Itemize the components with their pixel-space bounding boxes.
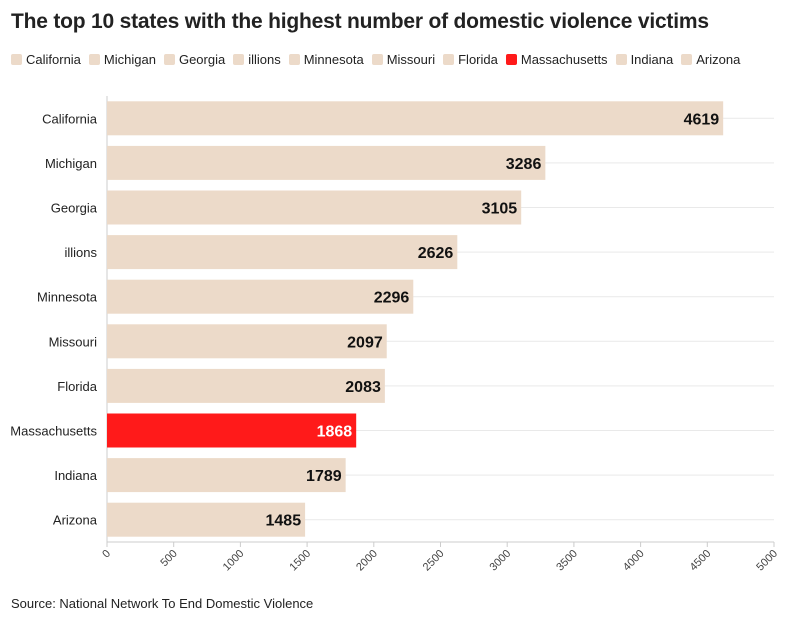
data-label: 1868 xyxy=(317,424,353,441)
chart-title: The top 10 states with the highest numbe… xyxy=(11,10,709,33)
tick-label: 500 xyxy=(158,548,179,569)
legend-item[interactable]: Indiana xyxy=(615,52,674,67)
bar xyxy=(107,324,387,359)
data-label: 4619 xyxy=(684,111,720,128)
bar xyxy=(107,101,724,136)
data-label: 3105 xyxy=(482,201,518,218)
legend-swatch xyxy=(505,54,517,65)
data-label: 2083 xyxy=(345,379,381,396)
legend-swatch xyxy=(288,54,300,65)
legend-label: Florida xyxy=(458,52,498,67)
legend-swatch xyxy=(615,54,627,65)
category-label: Arizona xyxy=(53,513,98,528)
bar-chart: California 4619 Michigan 3286 Georgia 3105 ill… xyxy=(10,96,780,574)
tick-label: 2000 xyxy=(354,548,380,574)
bar xyxy=(107,458,346,493)
tick-label: 1500 xyxy=(287,548,313,574)
category-label: illions xyxy=(64,245,97,260)
category-label: Minnesota xyxy=(37,290,98,305)
category-label: Michigan xyxy=(45,156,97,171)
legend-swatch xyxy=(88,54,100,65)
legend-label: Georgia xyxy=(178,52,226,67)
legend-item[interactable]: Massachusetts xyxy=(505,52,608,67)
bar xyxy=(107,413,357,448)
data-label: 1485 xyxy=(266,513,302,530)
tick-label: 0 xyxy=(100,548,113,561)
legend-swatch xyxy=(233,54,245,65)
legend-label: Indiana xyxy=(630,52,674,67)
data-label: 1789 xyxy=(306,468,342,485)
data-label: 2097 xyxy=(347,334,383,351)
tick-label: 3500 xyxy=(554,548,580,574)
legend-item[interactable]: Georgia xyxy=(163,52,226,67)
legend-item[interactable]: Florida xyxy=(443,52,498,67)
category-label: Indiana xyxy=(54,468,97,483)
legend-item[interactable]: Minnesota xyxy=(288,52,364,67)
data-label: 2296 xyxy=(374,290,410,307)
data-label: 3286 xyxy=(506,156,542,173)
tick-label: 4000 xyxy=(621,548,647,574)
legend: California Michigan Georgia illions Minnesot… xyxy=(11,52,791,67)
legend-label: Michigan xyxy=(103,52,156,67)
bar xyxy=(107,279,414,314)
legend-label: Minnesota xyxy=(303,52,364,67)
category-label: Missouri xyxy=(49,334,98,349)
tick-label: 2500 xyxy=(421,548,447,574)
bar xyxy=(107,145,546,180)
legend-item[interactable]: California xyxy=(11,52,81,67)
legend-swatch xyxy=(443,54,455,65)
bar xyxy=(107,235,458,270)
legend-item[interactable]: illions xyxy=(233,52,281,67)
legend-label: Missouri xyxy=(386,52,436,67)
bar xyxy=(107,502,306,537)
tick-label: 5000 xyxy=(754,548,780,574)
legend-item[interactable]: Arizona xyxy=(681,52,740,67)
bar xyxy=(107,190,522,225)
legend-label: Massachusetts xyxy=(520,52,608,67)
tick-label: 4500 xyxy=(688,548,714,574)
category-label: Georgia xyxy=(51,201,98,216)
legend-label: Arizona xyxy=(696,52,741,67)
legend-item[interactable]: Missouri xyxy=(371,52,436,67)
legend-swatch xyxy=(11,54,22,65)
source-note: Source: National Network To End Domestic… xyxy=(11,596,314,611)
bar xyxy=(107,368,385,403)
legend-item[interactable]: Michigan xyxy=(88,52,156,67)
legend-label: illions xyxy=(248,52,281,67)
legend-swatch xyxy=(163,54,175,65)
category-label: California xyxy=(42,111,98,126)
data-label: 2626 xyxy=(418,245,454,262)
legend-swatch xyxy=(371,54,383,65)
category-label: Massachusetts xyxy=(10,424,97,439)
tick-label: 1000 xyxy=(221,548,247,574)
legend-swatch xyxy=(681,54,693,65)
tick-label: 3000 xyxy=(488,548,514,574)
legend-label: California xyxy=(26,52,81,67)
category-label: Florida xyxy=(57,379,98,394)
